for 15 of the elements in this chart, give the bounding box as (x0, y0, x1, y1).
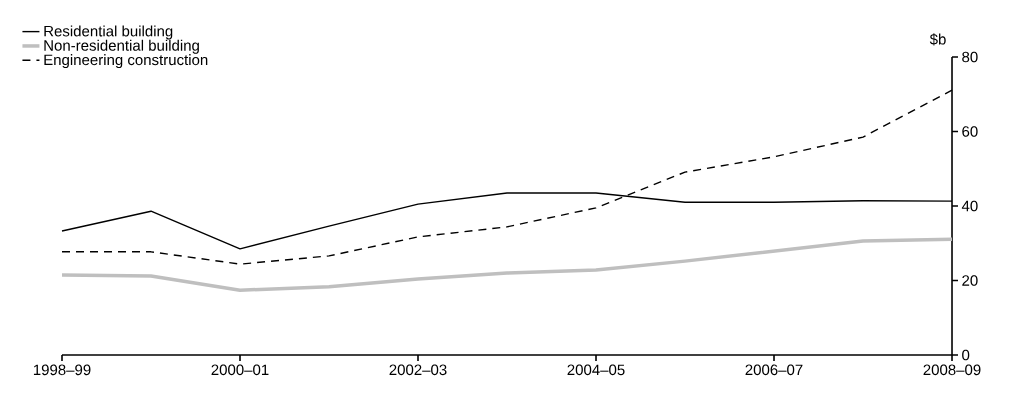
y-axis-title: $b (929, 33, 946, 46)
x-tick-label: 2002–03 (389, 364, 447, 376)
legend-label: Residential building (44, 25, 173, 40)
x-tick-label: 2000–01 (211, 364, 269, 376)
y-tick-label: 20 (962, 275, 978, 286)
x-tick-label: 1998–99 (33, 364, 91, 376)
y-tick-label: 0 (962, 349, 970, 361)
x-tick-label: 2008–09 (923, 364, 981, 376)
legend-label: Non-residential building (44, 39, 199, 54)
x-tick-label: 2004–05 (567, 364, 625, 376)
legend-label: Engineering construction (44, 54, 208, 69)
y-tick-label: 80 (962, 51, 978, 63)
y-tick-label: 40 (961, 200, 978, 212)
y-tick-label: 60 (962, 126, 978, 137)
x-tick-label: 2006–07 (745, 364, 803, 376)
